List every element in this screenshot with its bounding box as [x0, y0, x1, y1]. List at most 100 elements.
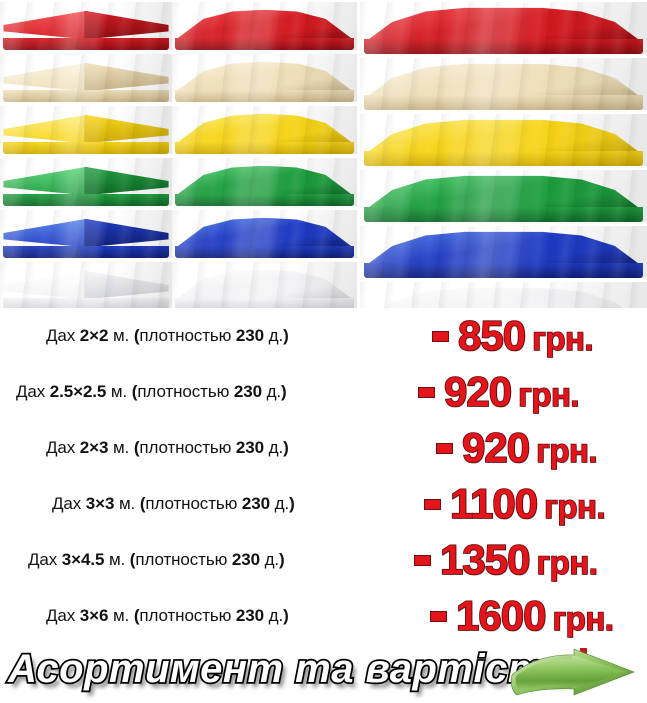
price-currency: грн.	[531, 319, 594, 357]
label-unit: м.	[112, 606, 130, 625]
label-prefix: Дах	[52, 494, 82, 513]
price-row-label: Дах 3×3 м. (плотностью 230 д.)	[52, 494, 295, 514]
label-unit: м.	[112, 438, 130, 457]
canopy-blue-pyramid	[0, 208, 172, 260]
price-row: Дах 2×3 м. (плотностью 230 д.) 920 грн.	[0, 420, 647, 476]
label-density-unit: д.	[264, 550, 280, 569]
label-unit: м.	[110, 382, 128, 401]
label-density-value: 230	[235, 606, 264, 625]
price-row-label: Дах 2×2 м. (плотностью 230 д.)	[46, 326, 289, 346]
label-paren-close: )	[283, 606, 289, 625]
price-dash-icon	[414, 554, 431, 566]
price-row-label: Дах 3×4.5 м. (плотностью 230 д.)	[28, 550, 285, 570]
label-density-word: плотностью	[145, 494, 238, 513]
label-paren-open: (	[133, 606, 140, 625]
canopy-beige-hip-wide	[360, 56, 647, 112]
label-prefix: Дах	[46, 438, 76, 457]
label-size: 2×3	[79, 438, 109, 457]
price-row-label: Дах 3×6 м. (плотностью 230 д.)	[46, 606, 289, 626]
price-row: Дах 3×6 м. (плотностью 230 д.) 1600 грн.	[0, 588, 647, 644]
price-row: Дах 2.5×2.5 м. (плотностью 230 д.) 920 грн…	[0, 364, 647, 420]
canopy-white-hip	[172, 260, 357, 308]
label-paren-open: (	[139, 494, 146, 513]
price-row: Дах 2×2 м. (плотностью 230 д.) 850 грн.	[0, 308, 647, 364]
arrow-right-icon	[508, 648, 640, 698]
canopy-red-pyramid	[0, 0, 172, 52]
canopy-gallery	[0, 0, 647, 308]
price-list: Дах 2×2 м. (плотностью 230 д.) 850 грн. Дах…	[0, 308, 647, 644]
price-amount: 920	[443, 367, 513, 416]
price-dash-icon	[418, 386, 435, 398]
canopy-red-hip	[172, 0, 357, 52]
canopy-white-pyramid	[0, 260, 172, 308]
price-dash-icon	[436, 442, 453, 454]
price-amount: 1100	[449, 479, 539, 528]
label-paren-open: (	[129, 550, 136, 569]
price-amount: 1350	[439, 535, 531, 584]
price-value-group: 1600 грн.	[430, 591, 615, 640]
canopy-yellow-pyramid	[0, 104, 172, 156]
banner-title: Асортимент та вартість	[6, 645, 569, 693]
canopy-red-hip-wide	[360, 0, 647, 56]
price-currency: грн.	[536, 543, 599, 581]
price-value-group: 920 грн.	[436, 423, 598, 472]
label-density-word: плотностью	[139, 606, 232, 625]
label-density-value: 230	[231, 550, 260, 569]
price-value-group: 1100 грн.	[424, 479, 606, 528]
label-paren-open: (	[133, 326, 140, 345]
label-density-value: 230	[233, 382, 262, 401]
canopy-blue-hip	[172, 208, 357, 260]
label-prefix: Дах	[46, 606, 76, 625]
label-density-unit: д.	[268, 438, 284, 457]
bottom-banner: Асортимент та вартість	[0, 644, 647, 699]
label-size: 3×3	[85, 494, 115, 513]
gallery-column-small	[0, 0, 172, 308]
label-density-word: плотностью	[139, 438, 232, 457]
price-amount: 1600	[455, 591, 547, 640]
price-currency: грн.	[552, 599, 615, 637]
label-unit: м.	[118, 494, 136, 513]
label-size: 3×4.5	[61, 550, 105, 569]
gallery-column-medium	[172, 0, 357, 308]
price-value-group: 920 грн.	[418, 367, 580, 416]
canopy-blue-hip-wide	[360, 224, 647, 280]
label-density-unit: д.	[268, 326, 284, 345]
label-paren-close: )	[279, 550, 285, 569]
label-density-unit: д.	[266, 382, 282, 401]
canopy-green-hip	[172, 156, 357, 208]
price-row: Дах 3×4.5 м. (плотностью 230 д.) 1350 грн.	[0, 532, 647, 588]
label-density-value: 230	[241, 494, 270, 513]
price-amount: 850	[457, 311, 527, 360]
price-currency: грн.	[543, 487, 606, 525]
label-size: 2.5×2.5	[49, 382, 107, 401]
canopy-yellow-hip-wide	[360, 112, 647, 168]
price-currency: грн.	[517, 375, 580, 413]
price-row: Дах 3×3 м. (плотностью 230 д.) 1100 грн.	[0, 476, 647, 532]
price-value-group: 850 грн.	[432, 311, 594, 360]
canopy-white-hip-wide	[360, 280, 647, 308]
canopy-green-hip-wide	[360, 168, 647, 224]
canopy-beige-hip	[172, 52, 357, 104]
price-dash-icon	[432, 330, 449, 342]
label-paren-open: (	[131, 382, 138, 401]
price-dash-icon	[424, 498, 441, 510]
label-paren-close: )	[281, 382, 287, 401]
label-paren-close: )	[289, 494, 295, 513]
price-dash-icon	[430, 610, 447, 622]
canopy-beige-pyramid	[0, 52, 172, 104]
price-amount: 920	[461, 423, 531, 472]
price-row-label: Дах 2.5×2.5 м. (плотностью 230 д.)	[16, 382, 287, 402]
price-currency: грн.	[535, 431, 598, 469]
label-density-word: плотностью	[139, 326, 232, 345]
label-size: 2×2	[79, 326, 109, 345]
label-paren-close: )	[283, 438, 289, 457]
label-prefix: Дах	[28, 550, 58, 569]
label-paren-close: )	[283, 326, 289, 345]
canopy-green-pyramid	[0, 156, 172, 208]
label-unit: м.	[112, 326, 130, 345]
label-density-word: плотностью	[137, 382, 230, 401]
label-unit: м.	[108, 550, 126, 569]
label-density-word: плотностью	[135, 550, 228, 569]
label-density-unit: д.	[274, 494, 290, 513]
